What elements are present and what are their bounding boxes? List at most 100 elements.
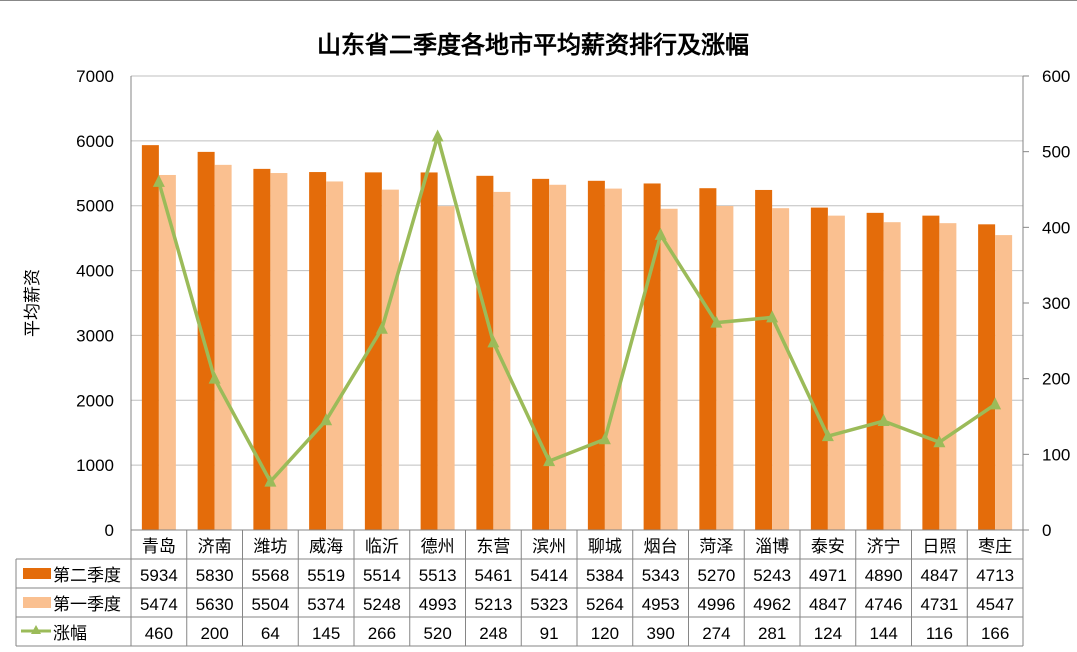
bar-q1 xyxy=(381,189,399,531)
table-cell-q1: 5323 xyxy=(530,595,568,614)
right-axis-ticks: 0 100 200 300 400 500 600 xyxy=(1042,67,1070,540)
axes xyxy=(130,75,1029,531)
triangle-marker xyxy=(208,371,221,384)
y2-tick-label: 100 xyxy=(1042,445,1070,464)
triangle-marker xyxy=(598,432,611,445)
triangle-marker xyxy=(710,315,723,328)
table-cell-q1: 5264 xyxy=(586,595,624,614)
bar-q1 xyxy=(326,181,344,531)
bar-q2 xyxy=(922,215,940,530)
table-cell-growth: 145 xyxy=(312,624,340,643)
table-cell-q2: 5513 xyxy=(419,566,457,585)
table-cell-growth: 116 xyxy=(926,624,953,643)
category-label: 聊城 xyxy=(588,537,622,557)
table-cell-growth: 144 xyxy=(869,624,897,643)
table-cell-growth: 266 xyxy=(368,624,396,643)
y2-tick-label: 0 xyxy=(1042,521,1051,540)
bar-q1 xyxy=(995,235,1013,530)
legend-key-q2 xyxy=(23,568,51,579)
table-cell-q2: 4890 xyxy=(865,566,903,585)
bar-q2 xyxy=(755,189,773,531)
table-cell-q2: 4971 xyxy=(809,566,847,585)
bar-q1 xyxy=(660,208,678,530)
bar-q2 xyxy=(978,224,996,530)
table-cell-growth: 91 xyxy=(540,624,559,643)
table-cell-q1: 4847 xyxy=(809,595,847,614)
category-label: 菏泽 xyxy=(699,537,733,557)
bar-q2 xyxy=(810,207,828,530)
table-cell-growth: 166 xyxy=(981,624,1009,643)
triangle-marker xyxy=(654,227,667,240)
y2-tick-label: 600 xyxy=(1042,67,1070,86)
bar-q2 xyxy=(253,168,271,530)
table-cell-q1: 4962 xyxy=(753,595,791,614)
bar-q1 xyxy=(716,205,734,531)
triangle-marker xyxy=(264,474,277,487)
category-label: 济宁 xyxy=(867,537,901,557)
category-label: 潍坊 xyxy=(253,537,287,557)
category-label: 枣庄 xyxy=(978,537,1012,557)
bar-q1 xyxy=(270,173,288,530)
table-cell-growth: 64 xyxy=(261,624,280,643)
table-cell-q2: 5243 xyxy=(753,566,791,585)
category-label: 淄博 xyxy=(755,537,789,557)
legend-label-q1: 第一季度 xyxy=(53,595,121,615)
y-tick-label: 1000 xyxy=(76,456,114,475)
bar-q1 xyxy=(939,223,957,530)
table-cell-q1: 4993 xyxy=(419,595,457,614)
triangle-marker xyxy=(877,414,890,427)
data-table: 青岛 5934 5474 460 济南 5830 5630 200 潍坊 5568 5504 64 威海… xyxy=(15,529,1024,647)
triangle-marker xyxy=(766,310,779,323)
bar-q2 xyxy=(309,172,327,531)
y-tick-label: 4000 xyxy=(76,262,114,281)
category-label: 烟台 xyxy=(644,537,678,557)
bar-q1 xyxy=(437,206,455,531)
y-tick-label: 7000 xyxy=(76,67,114,86)
table-cell-q2: 5461 xyxy=(474,566,512,585)
y-tick-label: 0 xyxy=(105,521,114,540)
bar-q2 xyxy=(866,212,884,530)
category-label: 泰安 xyxy=(811,537,845,557)
line-series xyxy=(152,129,1002,487)
bar-q2 xyxy=(643,183,661,530)
category-label: 日照 xyxy=(922,537,956,557)
triangle-marker xyxy=(543,454,556,467)
chart-title: 山东省二季度各地市平均薪资排行及涨幅 xyxy=(317,31,749,59)
triangle-marker xyxy=(487,335,500,348)
bar-q1 xyxy=(549,184,567,530)
table-cell-q2: 5343 xyxy=(642,566,680,585)
legend-label-growth: 涨幅 xyxy=(53,624,87,644)
table-cell-q2: 5568 xyxy=(251,566,289,585)
table-cell-q1: 5504 xyxy=(251,595,289,614)
bar-q2 xyxy=(699,188,717,530)
legend-label-q2: 第二季度 xyxy=(53,566,121,586)
table-cell-growth: 248 xyxy=(479,624,507,643)
table-cell-q1: 4953 xyxy=(642,595,680,614)
bar-q2 xyxy=(364,172,382,530)
table-cell-growth: 390 xyxy=(646,624,674,643)
bar-q1 xyxy=(158,174,176,531)
table-cell-q2: 4713 xyxy=(976,566,1014,585)
y-tick-label: 6000 xyxy=(76,132,114,151)
table-cell-q1: 5248 xyxy=(363,595,401,614)
table-cell-q1: 5630 xyxy=(196,595,234,614)
table-cell-q1: 5474 xyxy=(140,595,178,614)
bar-q2 xyxy=(476,175,494,531)
bar-q2 xyxy=(420,172,438,530)
triangle-marker xyxy=(152,174,165,187)
left-axis-ticks: 0 1000 2000 3000 4000 5000 6000 7000 xyxy=(76,67,114,540)
table-cell-growth: 200 xyxy=(200,624,228,643)
table-cell-q2: 5830 xyxy=(196,566,234,585)
triangle-marker xyxy=(320,413,333,426)
y-tick-label: 3000 xyxy=(76,326,114,345)
table-cell-q1: 5213 xyxy=(474,595,512,614)
category-label: 东营 xyxy=(476,537,510,557)
table-cell-q2: 5934 xyxy=(140,566,178,585)
y-axis-label: 平均薪资 xyxy=(23,269,43,337)
table-cell-growth: 124 xyxy=(814,624,842,643)
table-cell-growth: 281 xyxy=(758,624,786,643)
y-tick-label: 2000 xyxy=(76,391,114,410)
category-label: 济南 xyxy=(198,537,232,557)
legend-key-q1 xyxy=(23,597,51,608)
